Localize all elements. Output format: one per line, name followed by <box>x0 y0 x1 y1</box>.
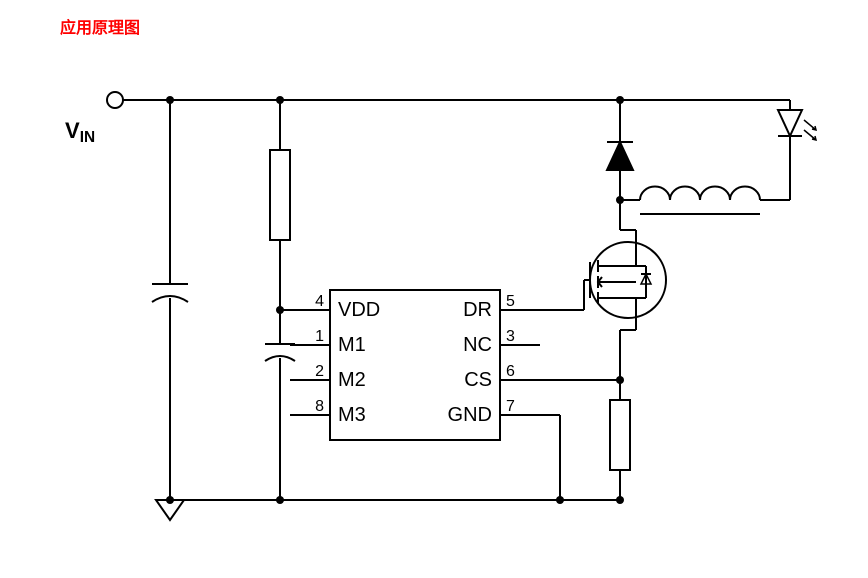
ic-pin-number: 1 <box>315 328 324 345</box>
ic-pin-name: M3 <box>338 404 366 426</box>
resistor-vdd <box>270 150 290 240</box>
mosfet-body-arrow <box>598 277 612 287</box>
vin-terminal <box>107 92 123 108</box>
ic-pin-number: 7 <box>506 398 515 415</box>
ic-pin-name: M2 <box>338 369 366 391</box>
ic-pin-number: 5 <box>506 293 515 310</box>
diode-body <box>607 142 633 170</box>
led-arrow <box>804 130 816 140</box>
ic-pin-name: M1 <box>338 334 366 356</box>
led-body <box>778 110 802 136</box>
junction-dot <box>276 496 284 504</box>
junction-dot <box>616 496 624 504</box>
inductor <box>640 187 760 201</box>
ic-pin-name: GND <box>448 404 492 426</box>
ic-pin-number: 4 <box>315 293 324 310</box>
junction-dot <box>556 496 564 504</box>
ic-pin-number: 8 <box>315 398 324 415</box>
ic-pin-number: 2 <box>315 363 324 380</box>
ic-pin-name: CS <box>464 369 492 391</box>
ic-pin-number: 6 <box>506 363 515 380</box>
schematic-canvas: VIN 4 VDD 1 M1 2 M2 8 M3 5 DR 3 NC 6 CS 7 GND <box>0 0 868 578</box>
ic-pin-number: 3 <box>506 328 515 345</box>
ic-pin-name: VDD <box>338 299 380 321</box>
resistor-cs <box>610 400 630 470</box>
led-arrow <box>804 120 816 130</box>
vin-label: VIN <box>65 118 95 146</box>
mosfet-circle <box>590 242 666 318</box>
ic-pin-name: NC <box>463 334 492 356</box>
ic-pin-name: DR <box>463 299 492 321</box>
